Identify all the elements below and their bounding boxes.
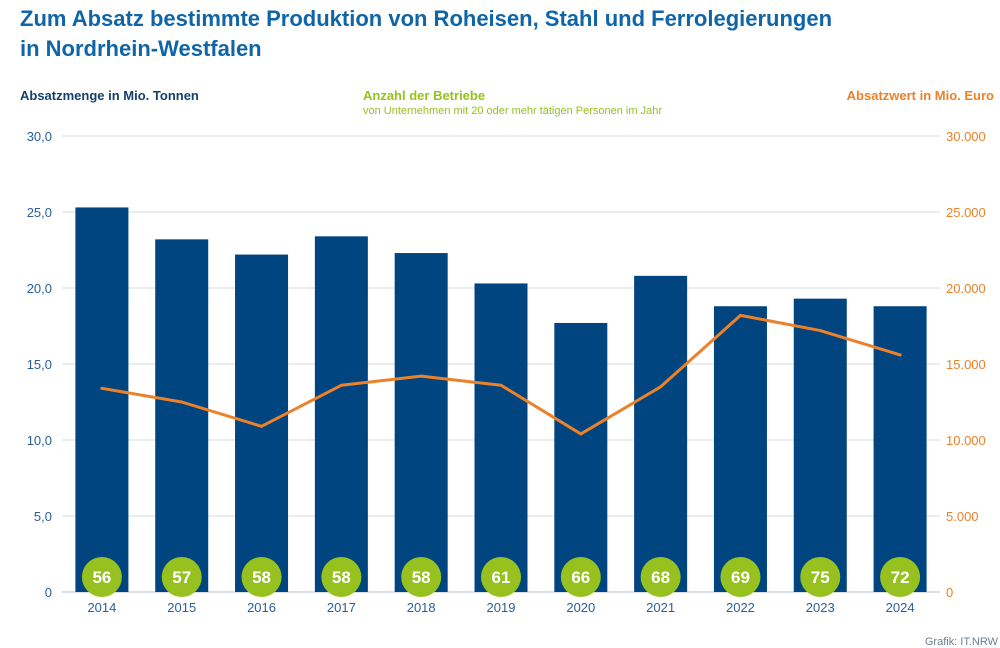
x-tick-label: 2023 [806,600,835,615]
bar-series [75,207,927,593]
chart-title-line2: in Nordrhein-Westfalen [20,36,262,61]
count-label-2021: 68 [651,568,670,587]
absatzwert-point-2021 [659,385,663,389]
left-tick-label: 20,0 [27,281,52,296]
x-tick-label: 2015 [167,600,196,615]
x-tick-label: 2021 [646,600,675,615]
axis-ticks: 0 0 5,0 5.000 10,0 10.000 15,0 15.000 20,0 20.000… [27,129,986,615]
count-badge-2014 [81,557,122,597]
x-tick-label: 2016 [247,600,276,615]
right-tick-label: 5.000 [946,509,979,524]
absatzwert-point-2014 [100,386,104,390]
absatzwert-point-2023 [818,329,822,333]
bar-2023 [793,298,847,592]
chart-title: Zum Absatz bestimmte Produktion von Rohe… [20,4,960,64]
absatzwert-point-2022 [738,313,742,317]
absatzwert-point-2018 [419,374,423,378]
count-series-label: Anzahl der Betriebe [363,88,486,103]
absatzwert-point-2017 [339,383,343,387]
source-credit: Grafik: IT.NRW [924,636,998,648]
left-tick-label: 15,0 [27,357,52,372]
count-badge-2021 [640,557,681,597]
chart-title-line1: Zum Absatz bestimmte Produktion von Rohe… [20,6,833,31]
x-tick-label: 2018 [407,600,436,615]
count-badge-2019 [481,557,521,597]
bar-2021 [634,275,688,592]
count-label-2019: 61 [492,568,511,587]
x-tick-label: 2022 [726,600,755,615]
right-tick-label: 25.000 [946,205,986,220]
x-tick-label: 2017 [327,600,356,615]
left-tick-label: 5,0 [34,509,52,524]
right-tick-label: 15.000 [946,357,986,372]
count-label-2014: 56 [92,568,111,587]
line-series [100,313,902,436]
right-axis-label: Absatzwert in Mio. Euro [846,88,994,103]
absatzwert-point-2015 [180,400,184,404]
bar-2022 [713,306,767,592]
left-axis-label: Absatzmenge in Mio. Tonnen [20,88,199,103]
count-label-2020: 66 [571,568,590,587]
count-label-2023: 75 [811,568,830,587]
right-tick-label: 10.000 [946,433,986,448]
count-label-2022: 69 [731,568,750,587]
x-tick-label: 2019 [487,600,516,615]
right-tick-label: 0 [946,585,953,600]
count-badge-2022 [720,557,761,597]
x-tick-label: 2014 [87,600,116,615]
right-tick-label: 30.000 [946,129,986,144]
count-badge-2017 [321,557,362,597]
absatzwert-point-2020 [579,432,583,436]
absatzwert-point-2024 [898,353,902,357]
left-tick-label: 0 [45,585,52,600]
right-tick-label: 20.000 [946,281,986,296]
bar-2020 [554,322,608,592]
count-badge-2024 [880,557,921,597]
left-tick-label: 30,0 [27,129,52,144]
count-label-2018: 58 [412,568,431,587]
bar-2019 [474,283,528,592]
bar-2015 [155,239,209,593]
count-series-subtitle: von Unternehmen mit 20 oder mehr tätigen… [363,105,662,117]
count-badges: 56 57 58 58 58 61 66 68 69 75 72 [81,557,921,597]
count-label-2016: 58 [252,568,271,587]
bar-2016 [235,254,289,592]
count-badge-2020 [560,557,601,597]
count-badge-2015 [161,557,202,597]
bar-2018 [394,253,448,593]
x-tick-label: 2024 [886,600,915,615]
count-label-2017: 58 [332,568,351,587]
left-tick-label: 25,0 [27,205,52,220]
count-badge-2018 [401,557,442,597]
absatzwert-point-2019 [499,383,503,387]
bar-2017 [314,236,368,592]
x-tick-label: 2020 [566,600,595,615]
count-badge-2016 [241,557,282,597]
left-tick-label: 10,0 [27,433,52,448]
count-badge-2023 [800,557,841,597]
bar-2014 [75,207,129,592]
absatzwert-point-2016 [260,424,264,428]
count-label-2015: 57 [172,568,191,587]
count-label-2024: 72 [891,568,910,587]
